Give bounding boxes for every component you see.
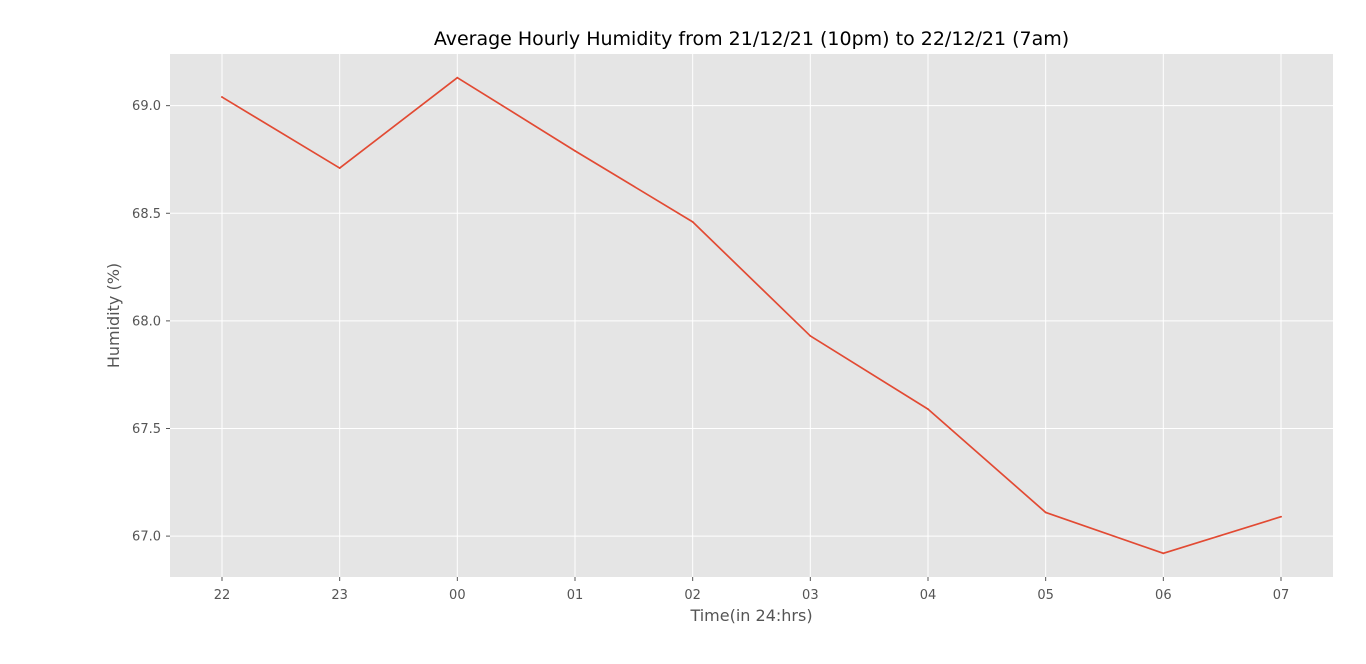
x-tick-label: 06: [1155, 588, 1172, 603]
x-tick-label: 03: [802, 588, 819, 603]
data-point: [1280, 515, 1282, 518]
x-axis-label: Time(in 24:hrs): [689, 606, 812, 625]
x-tick-label: 01: [567, 588, 584, 603]
y-tick-label: 68.5: [132, 207, 161, 222]
plot-area: [170, 54, 1333, 577]
data-point: [1044, 511, 1047, 514]
x-tick-label: 05: [1037, 588, 1054, 603]
data-point: [809, 335, 812, 337]
chart-title: Average Hourly Humidity from 21/12/21 (1…: [434, 28, 1069, 50]
data-point: [691, 220, 694, 223]
y-axis-label: Humidity (%): [104, 263, 123, 368]
x-gridlines: [221, 54, 1282, 577]
data-point: [221, 96, 223, 98]
y-tick-label: 69.0: [132, 99, 161, 114]
data-point: [456, 76, 459, 79]
x-tick-label: 23: [331, 588, 348, 603]
series-layer: [221, 76, 1282, 555]
data-point: [574, 149, 576, 152]
series-line: [221, 76, 1282, 555]
data-point: [927, 408, 929, 411]
y-tick-label: 67.0: [132, 530, 161, 545]
x-tick-label: 04: [920, 588, 937, 603]
y-axis-ticks: 67.0 67.5 68.0 68.5 69.0: [132, 99, 170, 545]
x-tick-label: 00: [449, 588, 466, 603]
y-gridlines: [170, 105, 1333, 537]
data-point: [1162, 552, 1165, 555]
y-tick-label: 68.0: [132, 314, 161, 329]
y-tick-label: 67.5: [132, 422, 161, 437]
x-tick-label: 07: [1273, 588, 1290, 603]
x-tick-label: 22: [214, 588, 231, 603]
x-axis-ticks: 22 23 00 01 02 03 04 05 06 07: [214, 577, 1290, 603]
x-tick-label: 02: [684, 588, 701, 603]
data-point: [338, 167, 341, 169]
